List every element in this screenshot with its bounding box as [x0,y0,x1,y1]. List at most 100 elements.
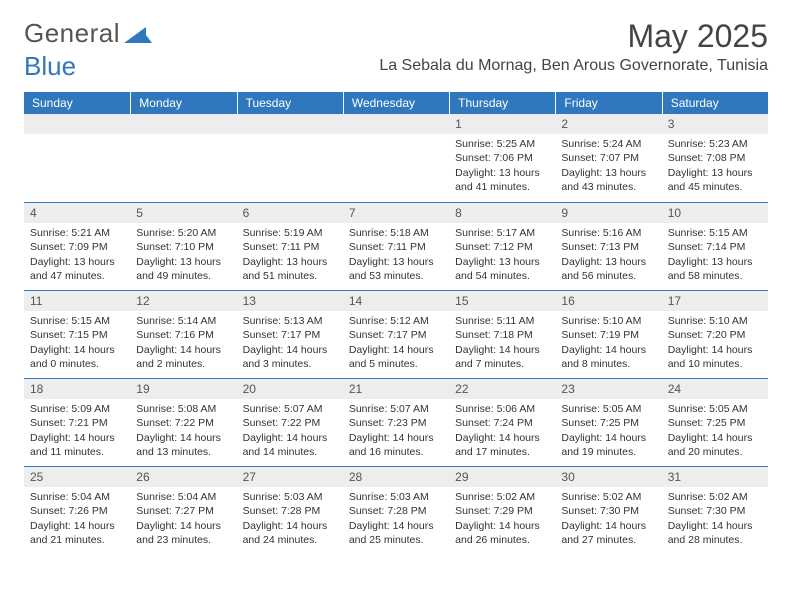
calendar-cell: 30 Sunrise: 5:02 AM Sunset: 7:30 PM Dayli… [555,466,661,554]
day-number: 5 [130,203,236,223]
day-number: 9 [555,203,661,223]
calendar-cell: 6 Sunrise: 5:19 AM Sunset: 7:11 PM Daylig… [237,202,343,290]
day-details: Sunrise: 5:06 AM Sunset: 7:24 PM Dayligh… [455,402,549,459]
day-details: Sunrise: 5:10 AM Sunset: 7:19 PM Dayligh… [561,314,655,371]
day-number: 30 [555,467,661,487]
day-number: 3 [662,114,768,134]
day-number: 17 [662,291,768,311]
day-details: Sunrise: 5:16 AM Sunset: 7:13 PM Dayligh… [561,226,655,283]
day-number: 24 [662,379,768,399]
day-number: 10 [662,203,768,223]
day-number: 21 [343,379,449,399]
day-number: 4 [24,203,130,223]
day-number: 27 [237,467,343,487]
weekday-header: Friday [555,92,661,114]
day-number-empty [24,114,130,134]
day-number: 7 [343,203,449,223]
day-number: 2 [555,114,661,134]
calendar-cell: 25Sunrise: 5:04 AM Sunset: 7:26 PM Dayli… [24,466,130,554]
day-number: 25 [24,467,130,487]
day-number: 6 [237,203,343,223]
calendar-cell: 5 Sunrise: 5:20 AM Sunset: 7:10 PM Daylig… [130,202,236,290]
day-details: Sunrise: 5:04 AM Sunset: 7:27 PM Dayligh… [136,490,230,547]
calendar-cell: 18Sunrise: 5:09 AM Sunset: 7:21 PM Dayli… [24,378,130,466]
weekday-header: Wednesday [343,92,449,114]
brand-triangle-icon [124,25,152,45]
calendar-cell: 7 Sunrise: 5:18 AM Sunset: 7:11 PM Daylig… [343,202,449,290]
day-number: 11 [24,291,130,311]
day-number: 20 [237,379,343,399]
calendar-cell: 26Sunrise: 5:04 AM Sunset: 7:27 PM Dayli… [130,466,236,554]
day-details: Sunrise: 5:18 AM Sunset: 7:11 PM Dayligh… [349,226,443,283]
day-details: Sunrise: 5:20 AM Sunset: 7:10 PM Dayligh… [136,226,230,283]
day-details: Sunrise: 5:02 AM Sunset: 7:30 PM Dayligh… [561,490,655,547]
calendar-cell: 23Sunrise: 5:05 AM Sunset: 7:25 PM Dayli… [555,378,661,466]
calendar-cell: 22Sunrise: 5:06 AM Sunset: 7:24 PM Dayli… [449,378,555,466]
day-number-empty [237,114,343,134]
day-number: 31 [662,467,768,487]
month-title: May 2025 [379,18,768,55]
calendar-cell: 16Sunrise: 5:10 AM Sunset: 7:19 PM Dayli… [555,290,661,378]
day-number: 29 [449,467,555,487]
calendar-cell: 2 Sunrise: 5:24 AM Sunset: 7:07 PM Daylig… [555,114,661,202]
weekday-header: Tuesday [237,92,343,114]
day-details: Sunrise: 5:15 AM Sunset: 7:14 PM Dayligh… [668,226,762,283]
day-details: Sunrise: 5:24 AM Sunset: 7:07 PM Dayligh… [561,137,655,194]
calendar-cell: 28 Sunrise: 5:03 AM Sunset: 7:28 PM Dayli… [343,466,449,554]
day-details: Sunrise: 5:05 AM Sunset: 7:25 PM Dayligh… [668,402,762,459]
calendar-cell: 1Sunrise: 5:25 AM Sunset: 7:06 PM Daylig… [449,114,555,202]
day-number-empty [343,114,449,134]
day-number: 23 [555,379,661,399]
calendar-cell [237,114,343,202]
day-number: 8 [449,203,555,223]
day-details: Sunrise: 5:25 AM Sunset: 7:06 PM Dayligh… [455,137,549,194]
calendar-cell: 13 Sunrise: 5:13 AM Sunset: 7:17 PM Dayli… [237,290,343,378]
day-number: 14 [343,291,449,311]
weekday-header: Saturday [662,92,768,114]
brand-logo: General [24,18,152,49]
day-details: Sunrise: 5:03 AM Sunset: 7:28 PM Dayligh… [349,490,443,547]
weekday-header: Thursday [449,92,555,114]
calendar: Sunday Monday Tuesday Wednesday Thursday… [24,92,768,554]
calendar-cell: 20 Sunrise: 5:07 AM Sunset: 7:22 PM Dayli… [237,378,343,466]
calendar-cell: 31 Sunrise: 5:02 AM Sunset: 7:30 PM Dayli… [662,466,768,554]
brand-part1: General [24,18,120,49]
calendar-cell: 3Sunrise: 5:23 AM Sunset: 7:08 PM Daylig… [662,114,768,202]
calendar-body: 1Sunrise: 5:25 AM Sunset: 7:06 PM Daylig… [24,114,768,554]
day-details: Sunrise: 5:07 AM Sunset: 7:22 PM Dayligh… [243,402,337,459]
calendar-cell: 9 Sunrise: 5:16 AM Sunset: 7:13 PM Daylig… [555,202,661,290]
day-details: Sunrise: 5:03 AM Sunset: 7:28 PM Dayligh… [243,490,337,547]
calendar-cell [343,114,449,202]
day-details: Sunrise: 5:02 AM Sunset: 7:30 PM Dayligh… [668,490,762,547]
calendar-cell: 8Sunrise: 5:17 AM Sunset: 7:12 PM Daylig… [449,202,555,290]
weekday-header: Sunday [24,92,130,114]
day-details: Sunrise: 5:12 AM Sunset: 7:17 PM Dayligh… [349,314,443,371]
day-details: Sunrise: 5:21 AM Sunset: 7:09 PM Dayligh… [30,226,124,283]
calendar-cell: 4 Sunrise: 5:21 AM Sunset: 7:09 PM Daylig… [24,202,130,290]
day-details: Sunrise: 5:07 AM Sunset: 7:23 PM Dayligh… [349,402,443,459]
day-details: Sunrise: 5:13 AM Sunset: 7:17 PM Dayligh… [243,314,337,371]
calendar-cell: 24 Sunrise: 5:05 AM Sunset: 7:25 PM Dayli… [662,378,768,466]
calendar-cell: 11 Sunrise: 5:15 AM Sunset: 7:15 PM Dayli… [24,290,130,378]
day-number: 18 [24,379,130,399]
calendar-cell: 15Sunrise: 5:11 AM Sunset: 7:18 PM Dayli… [449,290,555,378]
calendar-cell: 12Sunrise: 5:14 AM Sunset: 7:16 PM Dayli… [130,290,236,378]
calendar-cell [130,114,236,202]
day-details: Sunrise: 5:14 AM Sunset: 7:16 PM Dayligh… [136,314,230,371]
title-block: May 2025 La Sebala du Mornag, Ben Arous … [379,18,768,81]
day-details: Sunrise: 5:08 AM Sunset: 7:22 PM Dayligh… [136,402,230,459]
day-number: 13 [237,291,343,311]
calendar-cell: 21 Sunrise: 5:07 AM Sunset: 7:23 PM Dayli… [343,378,449,466]
calendar-cell: 17 Sunrise: 5:10 AM Sunset: 7:20 PM Dayli… [662,290,768,378]
day-number: 28 [343,467,449,487]
weekday-header: Monday [130,92,236,114]
calendar-cell: 27 Sunrise: 5:03 AM Sunset: 7:28 PM Dayli… [237,466,343,554]
calendar-page: General May 2025 La Sebala du Mornag, Be… [0,0,792,564]
day-number-empty [130,114,236,134]
calendar-cell: 10 Sunrise: 5:15 AM Sunset: 7:14 PM Dayli… [662,202,768,290]
day-details: Sunrise: 5:10 AM Sunset: 7:20 PM Dayligh… [668,314,762,371]
day-number: 15 [449,291,555,311]
day-details: Sunrise: 5:19 AM Sunset: 7:11 PM Dayligh… [243,226,337,283]
day-details: Sunrise: 5:15 AM Sunset: 7:15 PM Dayligh… [30,314,124,371]
calendar-cell: 14 Sunrise: 5:12 AM Sunset: 7:17 PM Dayli… [343,290,449,378]
